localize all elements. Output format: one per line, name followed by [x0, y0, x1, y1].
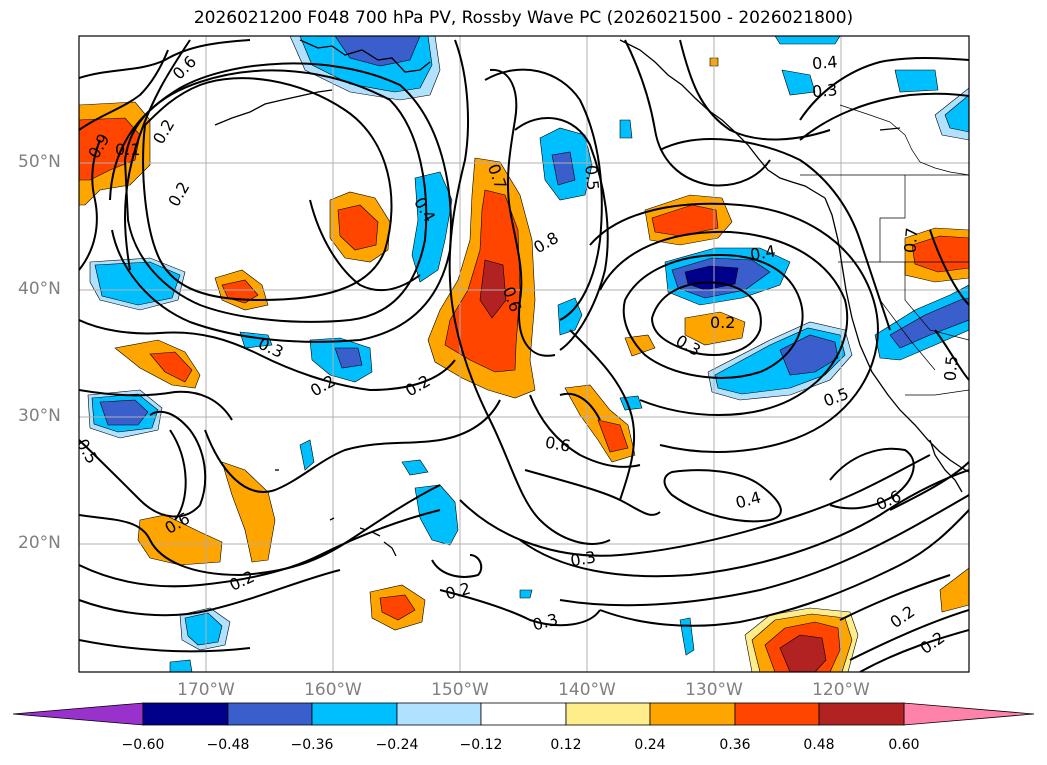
contour-label: 0.3 [569, 547, 597, 570]
colorbar-tick-label: 0.36 [719, 737, 751, 753]
lon-label: 150°W [431, 680, 489, 700]
map-title: 2026021200 F048 700 hPa PV, Rossby Wave … [193, 8, 854, 28]
lon-label: 170°W [177, 680, 235, 700]
colorbar-segment [396, 702, 482, 726]
contour-label: 0.4 [749, 241, 777, 264]
anomaly-negative [774, 36, 841, 45]
anomaly-negative [944, 94, 969, 133]
lat-label: 40°N [18, 279, 61, 299]
colorbar-tick-label: −0.12 [459, 737, 503, 753]
anomaly-positive [911, 235, 969, 273]
anomaly-negative [401, 459, 429, 476]
contour-label: 0.3 [811, 80, 838, 101]
contour-label: 0.5 [940, 355, 961, 382]
colorbar-tick-label: 0.12 [550, 737, 582, 753]
lat-label: 30°N [18, 406, 61, 426]
contour-label: 0.5 [581, 164, 602, 191]
graticule [79, 36, 969, 672]
anomaly-positive [939, 567, 969, 613]
anomaly-negative [551, 151, 576, 186]
anomaly-negative [169, 659, 193, 672]
anomaly-positive [221, 461, 276, 563]
anomaly-negative [99, 399, 149, 426]
anomaly-negative [184, 612, 223, 646]
anomaly-negative [519, 589, 533, 599]
anomaly-negative [334, 347, 363, 369]
colorbar-tick-label: −0.36 [290, 737, 334, 753]
colorbar-tick-label: −0.60 [121, 737, 165, 753]
anomaly-positive [779, 634, 827, 672]
colorbar-tick-label: 0.48 [803, 737, 835, 753]
colorbar-tick-label: −0.48 [206, 737, 250, 753]
contour-label: 0.6 [544, 433, 572, 456]
anomaly-positive [597, 419, 629, 453]
lat-label: 20°N [18, 533, 61, 553]
colorbar-segment [480, 702, 567, 726]
colorbar-segment [818, 702, 905, 726]
colorbar-tick-label: 0.60 [888, 737, 920, 753]
anomaly-negative [619, 119, 633, 139]
anomaly-positive [379, 594, 416, 621]
pv-contours [79, 39, 969, 672]
contour-label: 0.7 [900, 227, 921, 254]
colorbar [12, 702, 1035, 726]
lon-label: 140°W [558, 680, 616, 700]
anomaly-positive [479, 259, 507, 319]
colorbar-segment [734, 702, 820, 726]
anomaly-negative [781, 69, 816, 96]
colorbar-segment [311, 702, 398, 726]
anomaly-negative [894, 69, 939, 93]
map-frame [78, 35, 970, 673]
political-borders [800, 104, 969, 396]
lon-label: 160°W [304, 680, 362, 700]
anomaly-negative [889, 297, 969, 349]
contour-label: 0.1 [115, 140, 140, 159]
colorbar-segment [649, 702, 736, 726]
colorbar-segment [227, 702, 313, 726]
anomaly-positive [684, 311, 746, 346]
anomaly-negative [679, 617, 695, 656]
lon-label: 130°W [685, 680, 743, 700]
anomaly-negative [414, 484, 459, 546]
colorbar-tick-label: 0.24 [634, 737, 666, 753]
anomaly-negative [299, 439, 315, 471]
anomaly-positive [149, 351, 193, 383]
colorbar-segment [142, 702, 229, 726]
colorbar-segment [565, 702, 651, 726]
lon-label: 120°W [812, 680, 870, 700]
colorbar-extend-high [903, 702, 1035, 726]
colorbar-tick-label: −0.24 [375, 737, 419, 753]
lat-label: 50°N [18, 152, 61, 172]
contour-label: 0.2 [710, 313, 735, 332]
colorbar-extend-low [12, 702, 144, 726]
contour-label: 0.4 [811, 52, 838, 73]
anomaly-positive [337, 204, 379, 251]
